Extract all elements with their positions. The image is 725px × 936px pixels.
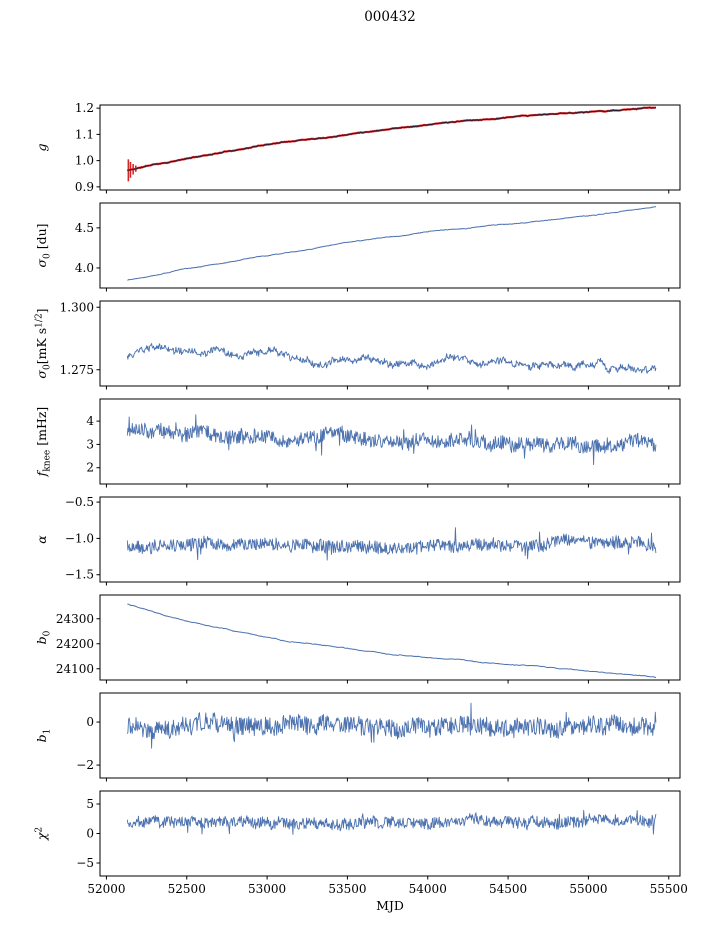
y-tick-label: 1.0	[75, 154, 94, 168]
fknee-line	[126, 414, 657, 466]
y-axis-label: σ0 [du]	[34, 223, 53, 267]
axes-spines	[99, 398, 681, 485]
series-group	[126, 809, 657, 835]
panel-sigma0-mks: 1.275 1.300 σ0[mK s1/2]	[34, 300, 681, 390]
series-group	[126, 343, 657, 374]
y-tick-label: −2	[76, 758, 94, 772]
y-tick-label: 1.300	[60, 300, 94, 314]
x-tick-label: 52500	[168, 882, 206, 896]
y-tick-label: 4.0	[75, 261, 94, 275]
y-tick-label: 4.5	[75, 221, 94, 235]
panel-fknee: 2 3 4 fknee [mHz]	[34, 398, 681, 488]
y-tick-label: 24300	[56, 612, 94, 626]
y-tick-label: 24100	[56, 662, 94, 676]
panel-chi2: 5 0 −5 52000 52500 53000 53500 54000 54500 55000 5…	[34, 790, 688, 896]
axes-spines	[99, 202, 681, 289]
x-tick-label: 53000	[248, 882, 286, 896]
b1-line	[126, 702, 657, 749]
chi2-line	[126, 809, 657, 835]
sigma0-du-line	[127, 206, 657, 281]
y-axis-label: χ2	[34, 827, 49, 841]
y-tick-label: 2	[86, 461, 94, 475]
x-tick-label: 54500	[489, 882, 527, 896]
y-tick-label: −1.5	[65, 568, 94, 582]
series-group	[126, 414, 657, 466]
y-axis-label: b0	[34, 630, 53, 644]
y-tick-label: 0	[86, 715, 94, 729]
panel-alpha: −0.5 −1.0 −1.5 α	[34, 495, 681, 586]
x-tick-label: 54000	[409, 882, 447, 896]
g-errorbar-line	[126, 106, 657, 172]
panel-g: 0.9 1.0 1.1 1.2 g	[34, 101, 681, 194]
x-tick-label: 55500	[650, 882, 688, 896]
alpha-line	[126, 527, 657, 561]
y-tick-label: 0	[86, 827, 94, 841]
x-axis-label: MJD	[376, 898, 404, 913]
axes-spines	[99, 300, 681, 387]
sigma0-mks-line	[126, 343, 657, 374]
y-tick-label: 24200	[56, 637, 94, 651]
series-group	[126, 527, 657, 561]
y-axis-label: σ0[mK s1/2]	[34, 308, 53, 378]
series-group	[127, 206, 657, 281]
axes-spines	[99, 594, 681, 681]
y-tick-label: −5	[76, 856, 94, 870]
y-tick-label: 0.9	[75, 180, 94, 194]
y-tick-label: 1.1	[75, 127, 94, 141]
y-tick-label: 1.2	[75, 101, 94, 115]
series-group	[126, 106, 657, 182]
y-tick-label: 3	[86, 437, 94, 451]
x-tick-label: 52000	[87, 882, 125, 896]
x-tick-label: 53500	[328, 882, 366, 896]
y-tick-label: 1.275	[60, 363, 94, 377]
y-tick-label: 4	[86, 414, 94, 428]
y-tick-label: −0.5	[65, 495, 94, 509]
b0-line	[127, 603, 657, 679]
y-tick-label: 5	[86, 797, 94, 811]
y-tick-label: −1.0	[65, 531, 94, 545]
axes-spines	[99, 790, 681, 877]
y-axis-label: b1	[34, 729, 53, 743]
axes-spines	[99, 104, 681, 191]
series-group	[126, 702, 657, 749]
figure-title: 000432	[364, 9, 416, 25]
axes-spines	[99, 692, 681, 779]
y-axis-label: α	[34, 535, 49, 544]
axes-spines	[99, 496, 681, 583]
panel-sigma0-du: 4.0 4.5 σ0 [du]	[34, 202, 681, 292]
series-group	[127, 603, 657, 679]
panel-b1: 0 −2 b1	[34, 692, 681, 782]
y-axis-label: fknee [mHz]	[34, 407, 53, 478]
y-axis-label: g	[34, 143, 49, 151]
g-fit-line	[127, 106, 657, 172]
x-tick-label: 55000	[569, 882, 607, 896]
